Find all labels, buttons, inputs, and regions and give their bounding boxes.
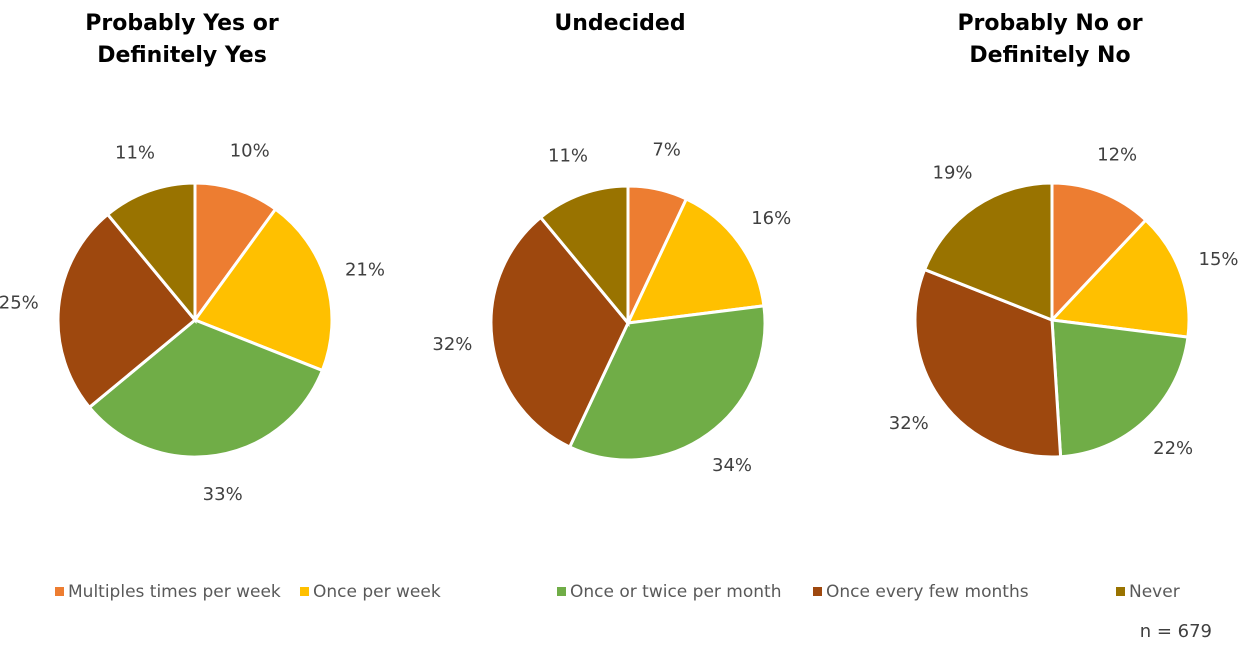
chart-title: Probably No or Definitely No <box>957 11 1143 68</box>
chart-title: Probably Yes or Definitely Yes <box>85 11 279 68</box>
data-label: 32% <box>889 413 929 434</box>
legend-label: Once or twice per month <box>570 582 781 602</box>
pie-slice <box>87 318 325 459</box>
data-label: 19% <box>933 163 973 184</box>
legend-swatch <box>813 587 822 596</box>
pie-slice <box>56 212 198 410</box>
data-label: 10% <box>230 141 270 162</box>
chart-title: Undecided <box>554 11 686 36</box>
pie-slice <box>105 181 197 325</box>
data-label: 7% <box>652 139 681 160</box>
data-label: 32% <box>432 334 472 355</box>
sample-note: n = 679 <box>1140 621 1212 642</box>
data-label: 33% <box>203 484 243 505</box>
pie-slice <box>192 207 334 373</box>
data-label: 16% <box>751 208 791 229</box>
legend-swatch <box>557 587 566 596</box>
pie-slice <box>922 181 1054 323</box>
data-label: 11% <box>115 142 155 163</box>
legend-swatch <box>55 587 64 596</box>
legend-label: Once every few months <box>826 582 1029 602</box>
pie-slice <box>489 215 630 449</box>
pie-slice <box>625 197 766 325</box>
legend-label: Once per week <box>313 582 441 602</box>
data-label: 11% <box>548 145 588 166</box>
pie-slice <box>193 181 278 325</box>
pie-slice <box>1050 318 1190 459</box>
data-label: 21% <box>345 260 385 281</box>
legend-swatch <box>300 587 309 596</box>
legend-label: Multiples times per week <box>68 582 281 602</box>
pie-slice <box>538 184 630 328</box>
pie-slice <box>913 267 1063 459</box>
data-label: 34% <box>712 455 752 476</box>
data-label: 15% <box>1199 249 1239 270</box>
data-label: 22% <box>1153 438 1193 459</box>
legend-label: Never <box>1129 582 1180 602</box>
legend-swatch <box>1116 587 1125 596</box>
pie-slice <box>1048 218 1191 339</box>
pie-slice <box>1050 181 1148 324</box>
data-label: 25% <box>0 292 39 313</box>
data-label: 12% <box>1097 144 1137 165</box>
